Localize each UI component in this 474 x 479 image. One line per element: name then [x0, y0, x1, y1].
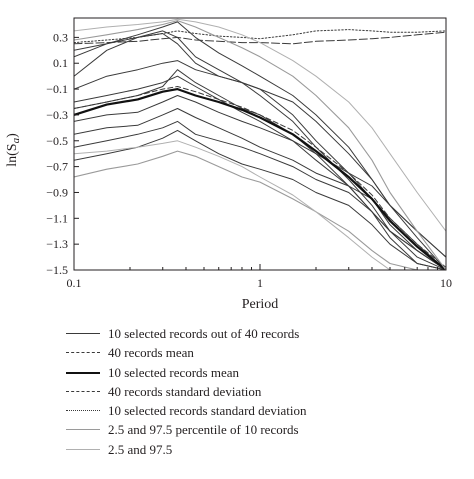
legend-item: 40 records mean: [62, 343, 462, 362]
legend-label: 40 records mean: [108, 345, 194, 361]
y-axis-label: ln(Sa): [5, 133, 22, 167]
series-line-thin-solid-2: [74, 33, 446, 270]
legend-label: 10 selected records out of 40 records: [108, 326, 300, 341]
legend-swatch: [66, 352, 100, 354]
y-tick-label: 0.3: [53, 30, 68, 44]
legend-label: 10 selected records mean: [108, 364, 240, 380]
y-axis-label-close: ): [5, 133, 20, 138]
legend-swatch: [66, 410, 100, 412]
legend-item: 40 records standard deviation: [62, 382, 462, 401]
x-tick-label: 1: [257, 276, 263, 290]
legend-swatch: [66, 333, 100, 334]
series-line-light-solid-18: [74, 140, 446, 270]
series-line-thin-solid-1: [74, 21, 446, 270]
y-tick-label: −0.3: [46, 108, 68, 122]
legend: 10 selected records out of 40 records 40 …: [62, 324, 462, 459]
axes-layer: 0.30.1−0.1−0.3−0.5−0.7−0.9−1.1−1.3−1.50.…: [46, 17, 452, 290]
series-line-gray-solid-15: [74, 20, 446, 270]
legend-swatch: [66, 448, 100, 450]
series-line-dashed-11: [74, 86, 446, 268]
legend-item: 2.5 and 97.5 percentile of 10 records: [62, 420, 462, 439]
series-line-thin-solid-3: [74, 60, 446, 258]
legend-label: 2.5 and 97.5: [108, 441, 173, 457]
y-tick-label: −1.1: [46, 211, 68, 225]
series-line-thin-solid-10: [74, 30, 446, 270]
series-line-thin-solid-9: [74, 75, 446, 270]
series-line-thick-solid-12: [74, 87, 446, 270]
y-tick-label: −1.3: [46, 237, 68, 251]
x-tick-label: 0.1: [67, 276, 82, 290]
legend-item: 2.5 and 97.5: [62, 440, 462, 459]
legend-label: 10 selected records standard deviation: [108, 403, 307, 419]
series-line-thin-solid-7: [74, 120, 446, 270]
y-tick-label: −0.5: [46, 134, 68, 148]
legend-swatch: [66, 429, 100, 431]
legend-swatch: [66, 390, 100, 392]
legend-item: 10 selected records out of 40 records: [62, 324, 462, 343]
plot-frame: [73, 17, 447, 271]
series-layer: [74, 18, 446, 270]
series-line-thin-solid-6: [74, 108, 446, 270]
series-line-dotted-14: [74, 29, 446, 44]
legend-label: 2.5 and 97.5 percentile of 10 records: [108, 422, 299, 438]
y-tick-label: −1.5: [46, 263, 68, 277]
line-chart: 0.30.1−0.1−0.3−0.5−0.7−0.9−1.1−1.3−1.50.…: [5, 17, 452, 312]
series-line-long-dashed-13: [74, 31, 446, 45]
series-line-light-solid-17: [74, 18, 446, 232]
y-tick-label: −0.1: [46, 82, 68, 96]
legend-swatch: [66, 371, 100, 374]
y-tick-label: −0.7: [46, 160, 68, 174]
x-tick-label: 10: [440, 276, 452, 290]
legend-label: 40 records standard deviation: [108, 383, 262, 399]
legend-item: 10 selected records standard deviation: [62, 401, 462, 420]
series-line-gray-solid-16: [74, 150, 446, 270]
y-tick-label: −0.9: [46, 185, 68, 199]
x-axis-label: Period: [242, 297, 279, 312]
series-line-thin-solid-8: [74, 129, 446, 270]
y-axis-label-main: ln(S: [5, 143, 20, 166]
legend-item: 10 selected records mean: [62, 363, 462, 382]
series-line-thin-solid-5: [74, 95, 446, 258]
y-axis-label-sub: a: [10, 137, 22, 143]
y-tick-label: 0.1: [53, 56, 68, 70]
